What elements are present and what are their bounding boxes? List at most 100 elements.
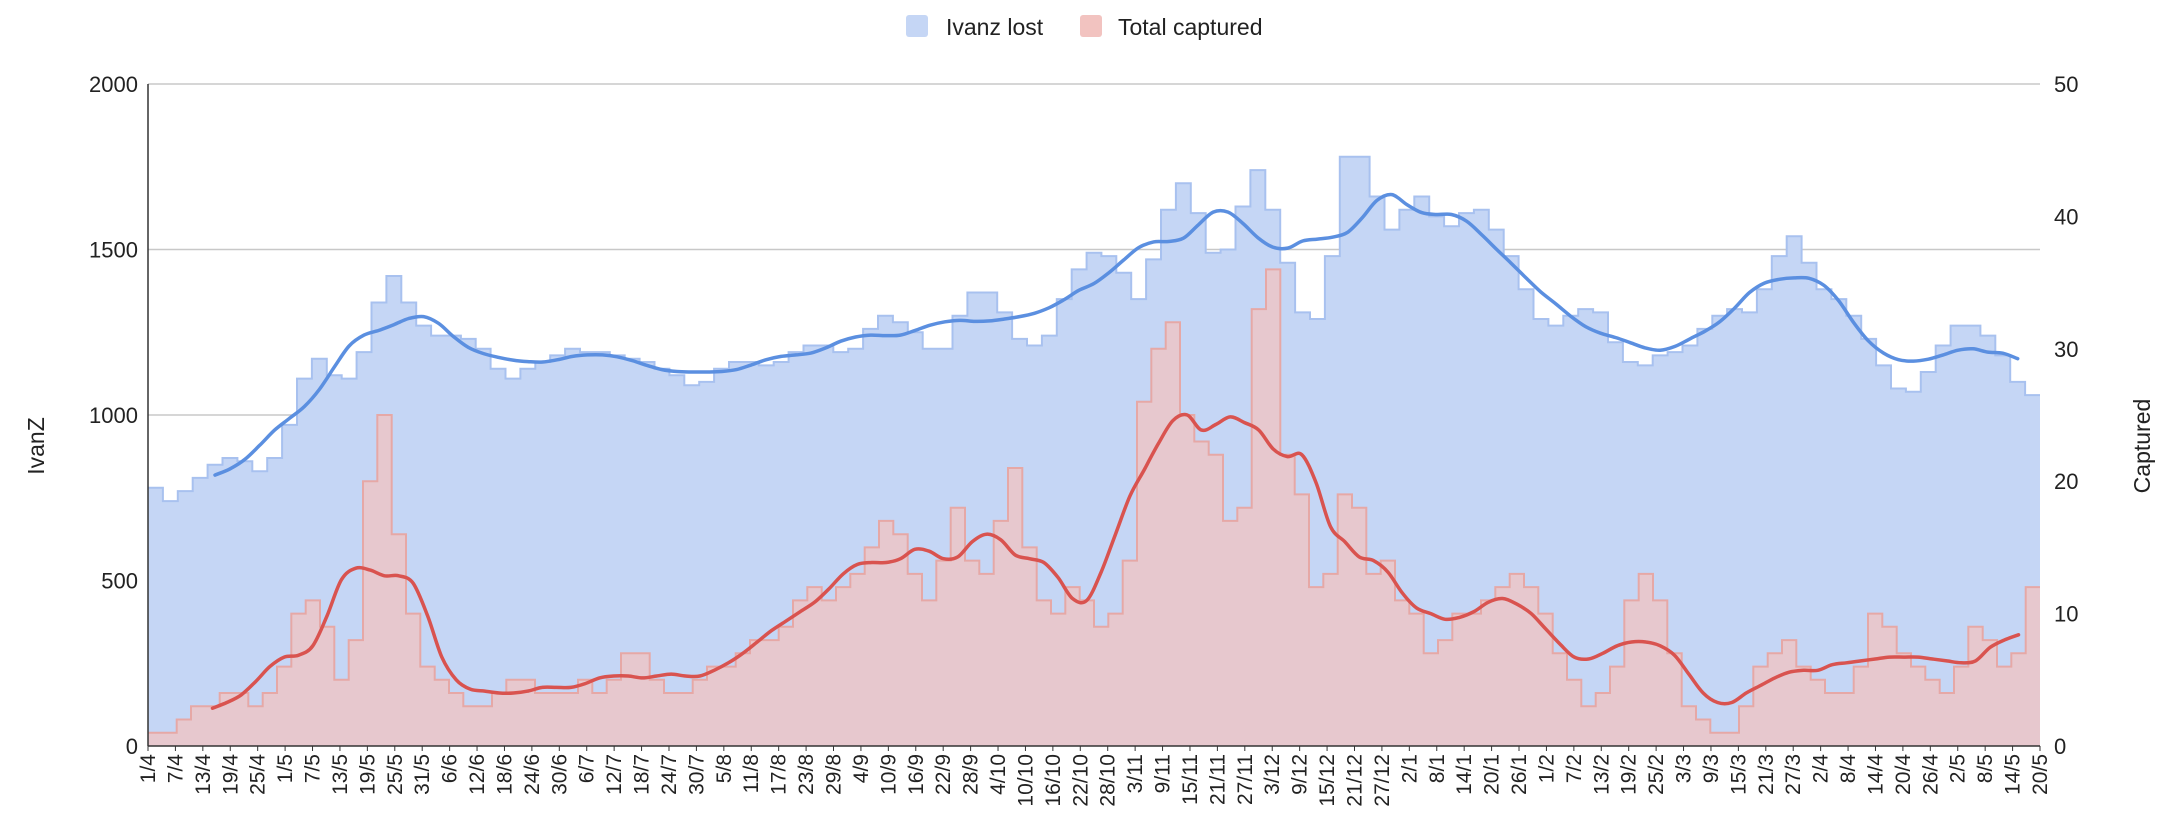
x-tick-label: 8/1: [1426, 754, 1449, 783]
x-tick-label: 24/6: [521, 754, 544, 795]
x-tick-label: 8/4: [1837, 754, 1860, 784]
x-tick-label: 8/5: [1974, 754, 1997, 783]
legend-label-ivanz-lost: Ivanz lost: [946, 14, 1044, 40]
x-tick-label: 19/5: [356, 754, 379, 795]
x-tick-label: 19/2: [1618, 754, 1641, 795]
x-tick-label: 26/4: [1919, 754, 1942, 795]
x-tick-label: 4/9: [850, 754, 873, 783]
series-trendline-total-captured: [210, 412, 2021, 710]
series-area-total-captured: [148, 269, 2040, 746]
legend: Ivanz lost Total captured: [906, 14, 1262, 40]
x-tick-label: 10/10: [1014, 754, 1037, 807]
x-tick-label: 22/9: [932, 754, 955, 795]
x-tick-label: 13/4: [192, 754, 215, 795]
x-tick-label: 10/9: [877, 754, 900, 795]
x-tick-label: 21/12: [1344, 754, 1367, 807]
x-tick-label: 29/8: [823, 754, 846, 795]
legend-item-total-captured[interactable]: Total captured: [1080, 14, 1262, 40]
x-tick-label: 2/4: [1810, 754, 1833, 784]
y-right-tick-label: 40: [2054, 204, 2078, 229]
legend-item-ivanz-lost[interactable]: Ivanz lost: [906, 14, 1044, 40]
x-tick-label: 18/6: [494, 754, 517, 795]
legend-swatch-total-captured: [1080, 15, 1102, 37]
x-tick-label: 21/11: [1206, 754, 1229, 805]
x-tick-label: 19/4: [219, 754, 242, 795]
x-tick-label: 6/6: [439, 754, 462, 783]
x-tick-label: 28/10: [1097, 754, 1120, 807]
y-left-tick-label: 500: [101, 569, 138, 594]
x-tick-label: 7/4: [164, 754, 187, 784]
x-tick-label: 1/2: [1535, 754, 1558, 783]
x-tick-label: 30/7: [685, 754, 708, 795]
x-tick-label: 15/11: [1179, 754, 1202, 805]
x-tick-label: 30/6: [548, 754, 571, 795]
series-step-line-total-captured: [148, 268, 2040, 734]
x-tick-label: 1/5: [274, 754, 297, 783]
x-tick-label: 27/3: [1782, 754, 1805, 795]
series-areas: [148, 155, 2040, 747]
y-right-tick-label: 50: [2054, 72, 2078, 97]
x-tick-label: 23/8: [795, 754, 818, 795]
legend-label-total-captured: Total captured: [1118, 14, 1262, 40]
series-trendlines: [210, 192, 2021, 710]
x-tick-label: 25/5: [384, 754, 407, 795]
x-tick-label: 6/7: [576, 754, 599, 783]
x-tick-label: 28/9: [960, 754, 983, 795]
x-tick-label: 16/9: [905, 754, 928, 795]
x-tick-label: 14/4: [1865, 754, 1888, 795]
legend-swatch-ivanz-lost: [906, 15, 928, 37]
x-tick-label: 1/4: [137, 754, 160, 784]
x-tick-label: 2/1: [1398, 754, 1421, 783]
x-tick-label: 3/3: [1673, 754, 1696, 783]
axes: [147, 84, 2040, 747]
x-tick-label: 7/5: [302, 754, 325, 783]
y-left-tick-label: 2000: [89, 72, 138, 97]
y-axis-right-ticks: 0 10 20 30 40 50: [2054, 72, 2078, 759]
y-right-tick-label: 10: [2054, 602, 2078, 627]
x-tick-label: 20/4: [1892, 754, 1915, 795]
x-tick-label: 27/11: [1234, 754, 1257, 805]
x-tick-label: 25/2: [1645, 754, 1668, 795]
x-tick-label: 20/1: [1481, 754, 1504, 795]
x-tick-label: 16/10: [1042, 754, 1065, 807]
x-tick-label: 12/6: [466, 754, 489, 795]
x-tick-label: 9/3: [1700, 754, 1723, 783]
x-tick-label: 15/3: [1727, 754, 1750, 795]
x-tick-label: 9/11: [1152, 754, 1175, 793]
x-tick-label: 3/11: [1124, 754, 1147, 793]
y-axis-left-ticks: 0 500 1000 1500 2000: [89, 72, 138, 759]
x-tick-label: 26/1: [1508, 754, 1531, 795]
x-tick-label: 9/12: [1289, 754, 1312, 795]
y-left-tick-label: 0: [126, 734, 138, 759]
y-axis-right-title: Captured: [2129, 399, 2155, 494]
x-tick-label: 14/1: [1453, 754, 1476, 795]
x-tick-label: 20/5: [2029, 754, 2052, 795]
x-tick-label: 27/12: [1371, 754, 1394, 807]
x-axis-ticks: 1/4 7/4 13/4 19/4 25/4 1/5 7/5 13/5 19/5 25/5 31/5…: [137, 746, 2052, 807]
x-tick-label: 2/5: [1947, 754, 1970, 783]
x-tick-label: 17/8: [768, 754, 791, 795]
y-right-tick-label: 0: [2054, 734, 2066, 759]
y-left-tick-label: 1000: [89, 403, 138, 428]
x-tick-label: 24/7: [658, 754, 681, 795]
x-tick-label: 21/3: [1755, 754, 1778, 795]
x-tick-label: 11/8: [740, 754, 763, 793]
y-right-tick-label: 30: [2054, 337, 2078, 362]
x-tick-label: 22/10: [1069, 754, 1092, 807]
x-tick-label: 4/10: [987, 754, 1010, 795]
x-tick-label: 15/12: [1316, 754, 1339, 807]
y-left-tick-label: 1500: [89, 238, 138, 263]
x-tick-label: 7/2: [1563, 754, 1586, 783]
x-tick-label: 5/8: [713, 754, 736, 783]
x-tick-label: 18/7: [631, 754, 654, 795]
x-tick-label: 31/5: [411, 754, 434, 795]
x-tick-label: 12/7: [603, 754, 626, 795]
y-right-tick-label: 20: [2054, 469, 2078, 494]
x-tick-label: 25/4: [247, 754, 270, 795]
x-tick-label: 3/12: [1261, 754, 1284, 795]
series-area-ivanz-lost: [148, 156, 2040, 747]
series-trendline-ivanz-lost: [213, 192, 2020, 477]
y-axis-left-title: IvanZ: [23, 417, 49, 475]
